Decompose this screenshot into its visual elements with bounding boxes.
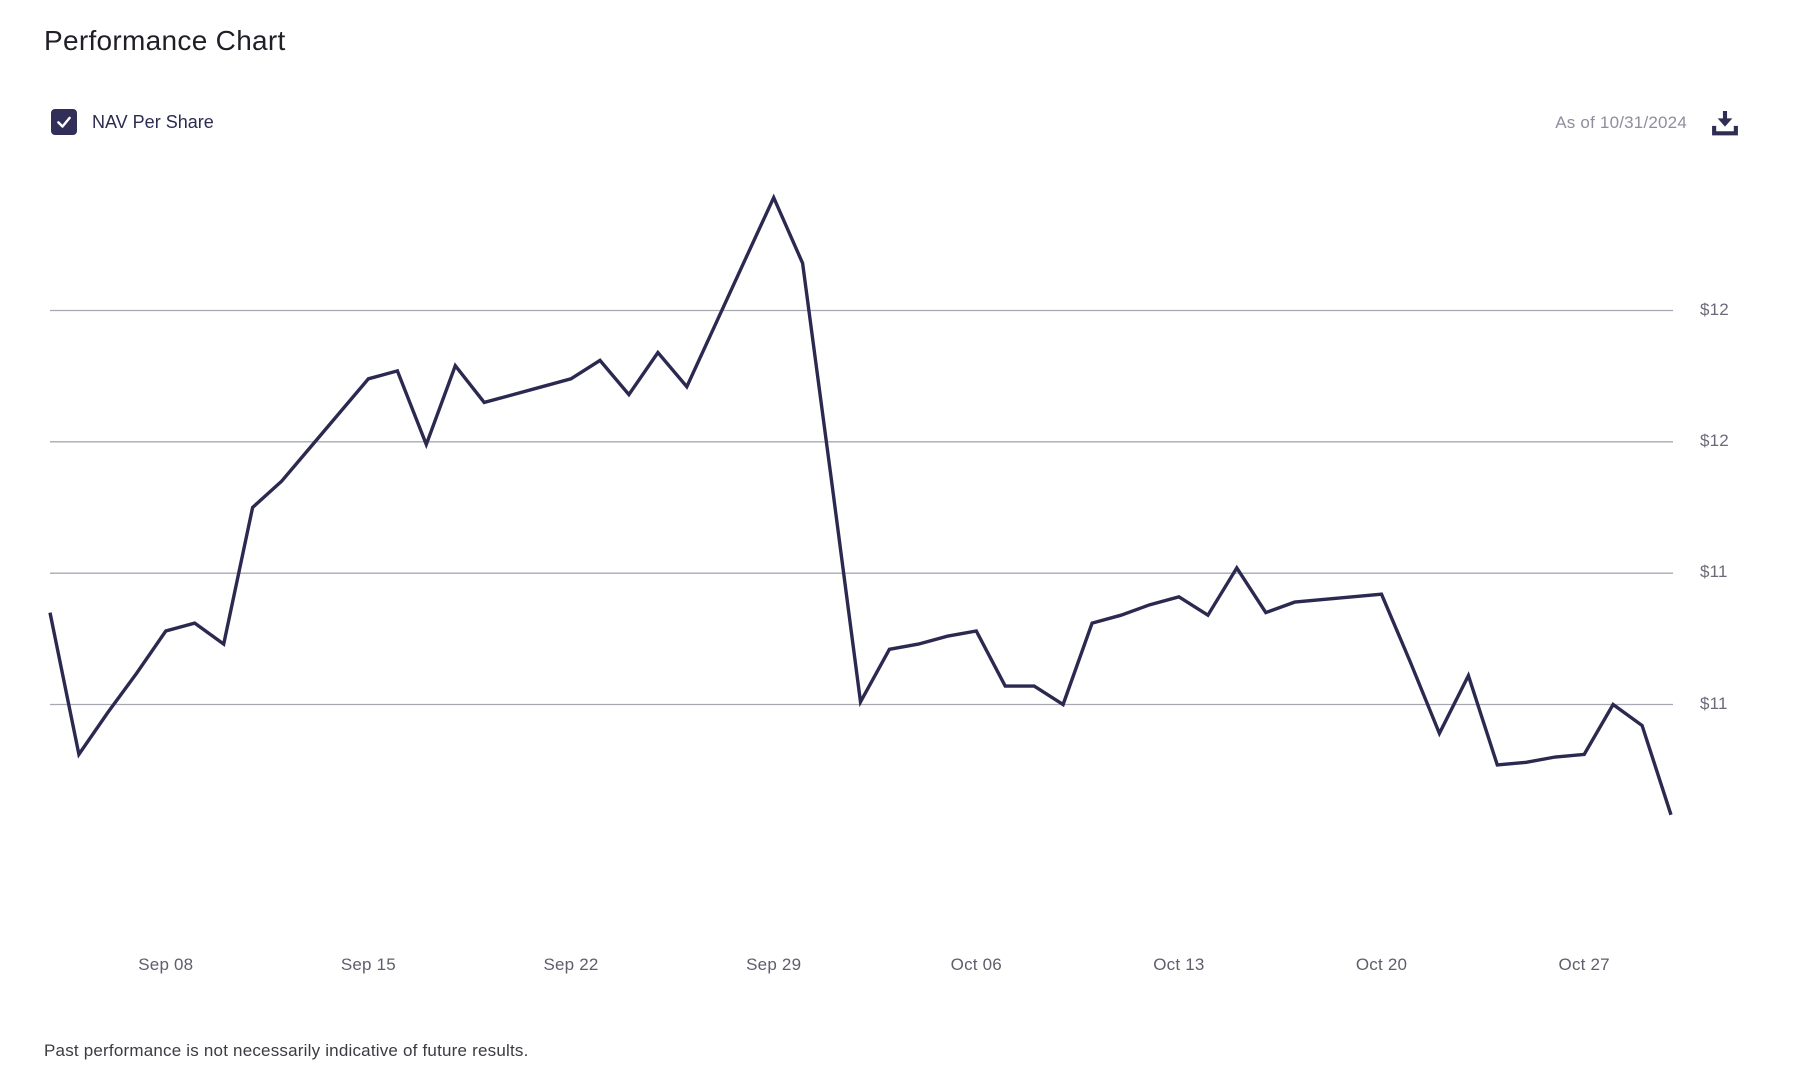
y-tick-label: $12	[1700, 430, 1729, 450]
download-button[interactable]	[1708, 106, 1742, 140]
x-tick-label: Sep 15	[340, 955, 396, 974]
legend-label: NAV Per Share	[92, 111, 214, 132]
x-tick-label: Sep 29	[746, 955, 802, 974]
download-icon	[1712, 111, 1738, 136]
page-title: Performance Chart	[44, 24, 286, 56]
nav-per-share-checkbox[interactable]	[51, 109, 77, 135]
checkmark-icon	[57, 116, 71, 128]
x-tick-label: Oct 06	[950, 955, 1002, 974]
as-of-row: As of 10/31/2024	[1555, 103, 1742, 143]
x-tick-label: Oct 13	[1153, 955, 1205, 974]
y-tick-label: $11	[1700, 562, 1728, 582]
x-tick-label: Oct 27	[1558, 955, 1610, 974]
as-of-date: As of 10/31/2024	[1555, 113, 1687, 132]
x-tick-label: Oct 20	[1355, 955, 1408, 974]
x-tick-label: Sep 22	[543, 955, 599, 974]
y-tick-label: $11	[1700, 693, 1728, 713]
x-tick-label: Sep 08	[138, 955, 194, 974]
disclaimer-text: Past performance is not necessarily indi…	[44, 1041, 529, 1060]
legend: NAV Per Share	[51, 109, 214, 135]
y-tick-label: $12	[1700, 299, 1729, 319]
nav-line-series	[48, 193, 1673, 816]
